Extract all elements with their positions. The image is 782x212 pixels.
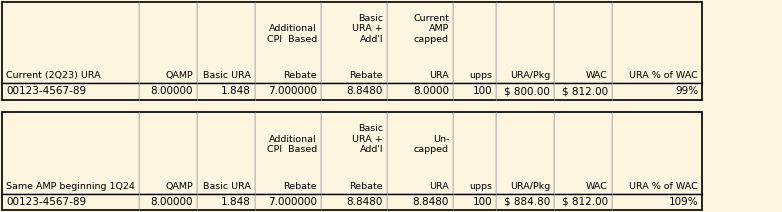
Text: QAMP: QAMP [165, 182, 193, 191]
Text: 8.00000: 8.00000 [150, 197, 193, 207]
Text: Rebate: Rebate [283, 182, 317, 191]
Bar [255, 112, 321, 194]
Text: 100: 100 [472, 86, 492, 96]
Bar [496, 194, 554, 210]
Bar [387, 112, 453, 194]
Text: URA: URA [429, 71, 449, 80]
Bar [554, 112, 612, 194]
Text: 8.0000: 8.0000 [413, 86, 449, 96]
Bar [496, 83, 554, 100]
Bar [453, 194, 496, 210]
Text: URA/Pkg: URA/Pkg [510, 182, 550, 191]
Text: Basic
URA +
Add'l: Basic URA + Add'l [352, 14, 383, 43]
Bar [554, 2, 612, 83]
Bar [321, 112, 387, 194]
Bar [255, 2, 321, 83]
Text: 109%: 109% [669, 197, 698, 207]
Bar [255, 83, 321, 100]
Text: Basic
URA +
Add'l: Basic URA + Add'l [352, 124, 383, 154]
Bar [387, 83, 453, 100]
Text: 00123-4567-89: 00123-4567-89 [6, 86, 86, 96]
Text: 8.8480: 8.8480 [346, 197, 383, 207]
Bar [2, 2, 702, 100]
Text: $ 812.00: $ 812.00 [562, 86, 608, 96]
Text: 00123-4567-89: 00123-4567-89 [6, 197, 86, 207]
Bar [453, 83, 496, 100]
Bar [496, 2, 554, 83]
Text: 99%: 99% [675, 86, 698, 96]
Text: Un-
capped: Un- capped [414, 135, 449, 154]
Bar [321, 194, 387, 210]
Bar [139, 2, 197, 83]
Text: QAMP: QAMP [165, 71, 193, 80]
Text: Basic URA: Basic URA [203, 182, 251, 191]
Bar [453, 2, 496, 83]
Bar [139, 194, 197, 210]
Bar [197, 194, 255, 210]
Text: Additional
CPI  Based: Additional CPI Based [267, 135, 317, 154]
Text: $ 800.00: $ 800.00 [504, 86, 550, 96]
Text: 1.848: 1.848 [221, 197, 251, 207]
Bar [197, 112, 255, 194]
Text: 1.848: 1.848 [221, 86, 251, 96]
Bar [2, 83, 139, 100]
Bar [453, 112, 496, 194]
Text: Current
AMP
capped: Current AMP capped [413, 14, 449, 43]
Text: 8.8480: 8.8480 [413, 197, 449, 207]
Text: URA/Pkg: URA/Pkg [510, 71, 550, 80]
Text: upps: upps [469, 71, 492, 80]
Text: URA % of WAC: URA % of WAC [630, 71, 698, 80]
Text: Rebate: Rebate [283, 71, 317, 80]
Text: 7.000000: 7.000000 [268, 197, 317, 207]
Bar [612, 83, 702, 100]
Text: Basic URA: Basic URA [203, 71, 251, 80]
Bar [554, 194, 612, 210]
Text: URA: URA [429, 182, 449, 191]
Text: WAC: WAC [586, 182, 608, 191]
Text: Current (2Q23) URA: Current (2Q23) URA [6, 71, 101, 80]
Text: Additional
CPI  Based: Additional CPI Based [267, 24, 317, 43]
Bar [2, 112, 702, 210]
Bar [496, 112, 554, 194]
Bar [197, 83, 255, 100]
Bar [2, 194, 139, 210]
Text: upps: upps [469, 182, 492, 191]
Text: 8.00000: 8.00000 [150, 86, 193, 96]
Text: WAC: WAC [586, 71, 608, 80]
Text: URA % of WAC: URA % of WAC [630, 182, 698, 191]
Bar [387, 194, 453, 210]
Bar [197, 2, 255, 83]
Text: $ 884.80: $ 884.80 [504, 197, 550, 207]
Text: 100: 100 [472, 197, 492, 207]
Bar [612, 112, 702, 194]
Bar [387, 2, 453, 83]
Bar [139, 112, 197, 194]
Bar [139, 83, 197, 100]
Bar [321, 2, 387, 83]
Text: Rebate: Rebate [350, 182, 383, 191]
Text: Same AMP beginning 1Q24: Same AMP beginning 1Q24 [6, 182, 135, 191]
Bar [554, 83, 612, 100]
Bar [321, 83, 387, 100]
Text: 7.000000: 7.000000 [268, 86, 317, 96]
Bar [612, 2, 702, 83]
Text: Rebate: Rebate [350, 71, 383, 80]
Text: $ 812.00: $ 812.00 [562, 197, 608, 207]
Bar [612, 194, 702, 210]
Bar [2, 112, 139, 194]
Text: 8.8480: 8.8480 [346, 86, 383, 96]
Bar [2, 2, 139, 83]
Bar [255, 194, 321, 210]
